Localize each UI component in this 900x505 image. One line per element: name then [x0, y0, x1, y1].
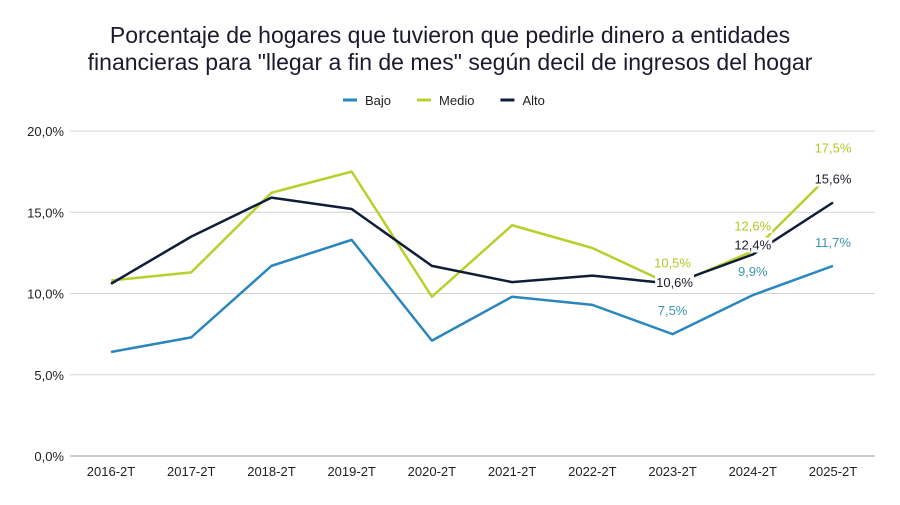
data-label-background — [733, 237, 773, 253]
x-tick-label: 2017-2T — [167, 464, 215, 479]
data-label-background — [653, 255, 692, 271]
data-label-background — [813, 171, 853, 187]
series-line-alto — [110, 196, 834, 285]
x-tick-label: 2021-2T — [488, 464, 536, 479]
data-label-background — [813, 140, 853, 156]
series-line-medio — [110, 170, 834, 298]
chart-title-line-1: Porcentaje de hogares que tuvieron que p… — [109, 22, 791, 48]
legend-label: Bajo — [365, 93, 391, 108]
data-label: 12,4% — [734, 238, 771, 253]
x-tick-label: 2022-2T — [568, 464, 616, 479]
data-label-background — [814, 234, 852, 250]
data-label: 15,6% — [815, 172, 852, 187]
data-label: 9,9% — [738, 264, 768, 279]
data-label-background — [656, 303, 689, 319]
data-label-background — [733, 218, 773, 234]
y-tick-label: 5,0% — [34, 368, 64, 383]
legend-label: Medio — [439, 93, 474, 108]
y-tick-label: 10,0% — [27, 287, 64, 302]
y-tick-label: 0,0% — [34, 449, 64, 464]
x-tick-label: 2016-2T — [87, 464, 135, 479]
x-tick-label: 2019-2T — [327, 464, 375, 479]
data-label: 10,6% — [656, 275, 693, 290]
data-label: 11,7% — [815, 235, 851, 250]
chart-title: Porcentaje de hogares que tuvieron que p… — [0, 22, 900, 76]
data-label: 10,5% — [654, 255, 691, 270]
data-label: 7,5% — [658, 303, 688, 318]
x-tick-label: 2023-2T — [648, 464, 696, 479]
x-tick-label: 2020-2T — [408, 464, 456, 479]
data-label: 12,6% — [734, 218, 771, 233]
x-tick-label: 2018-2T — [247, 464, 295, 479]
y-tick-label: 20,0% — [27, 124, 64, 139]
data-label-background — [655, 274, 694, 290]
data-label-background — [736, 264, 769, 280]
series-line-bajo — [110, 238, 834, 354]
data-label: 17,5% — [815, 141, 852, 156]
legend-label: Alto — [522, 93, 544, 108]
x-tick-label: 2025-2T — [809, 464, 857, 479]
x-tick-label: 2024-2T — [729, 464, 777, 479]
y-tick-label: 15,0% — [27, 205, 64, 220]
chart-title-line-2: financieras para "llegar a fin de mes" s… — [87, 49, 813, 75]
